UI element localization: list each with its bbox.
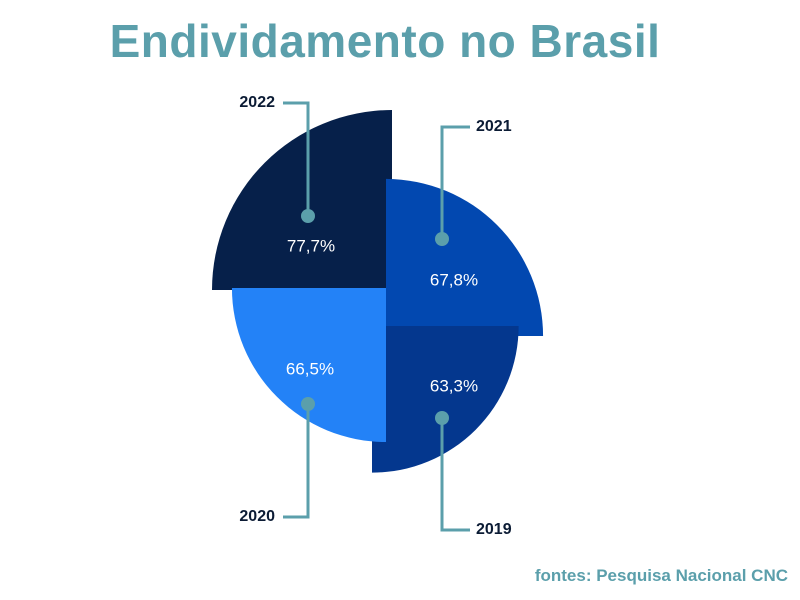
leader-dot-2020 <box>301 397 315 411</box>
value-label-2020: 66,5% <box>286 359 334 378</box>
source-note: fontes: Pesquisa Nacional CNC <box>534 566 788 585</box>
pie-slice-2021 <box>386 178 544 336</box>
category-label-2020: 2020 <box>239 508 275 525</box>
pie-slice-2022 <box>212 110 392 290</box>
leader-line-2020 <box>283 404 310 519</box>
value-label-2019: 63,3% <box>430 376 478 395</box>
pie-slice-2019 <box>372 326 519 473</box>
leader-line-2022 <box>283 101 310 216</box>
value-label-2022: 77,7% <box>287 236 335 255</box>
category-label-2022: 2022 <box>239 94 275 111</box>
leader-lines <box>283 101 470 532</box>
leader-dot-2022 <box>301 209 315 223</box>
leader-dot-2019 <box>435 411 449 425</box>
category-label-2019: 2019 <box>476 521 512 538</box>
chart-labels: 77,7% 2022 67,8% 2021 63,3% 2019 66,5% 2020 <box>239 94 511 538</box>
pie-slice-2020 <box>231 288 386 443</box>
pie-sectors <box>212 110 544 473</box>
leader-line-2019 <box>440 418 470 532</box>
chart-title: Endividamento no Brasil <box>109 15 661 67</box>
category-label-2021: 2021 <box>476 118 512 135</box>
leader-line-2021 <box>440 125 470 239</box>
value-label-2021: 67,8% <box>430 270 478 289</box>
leader-dot-2021 <box>435 232 449 246</box>
